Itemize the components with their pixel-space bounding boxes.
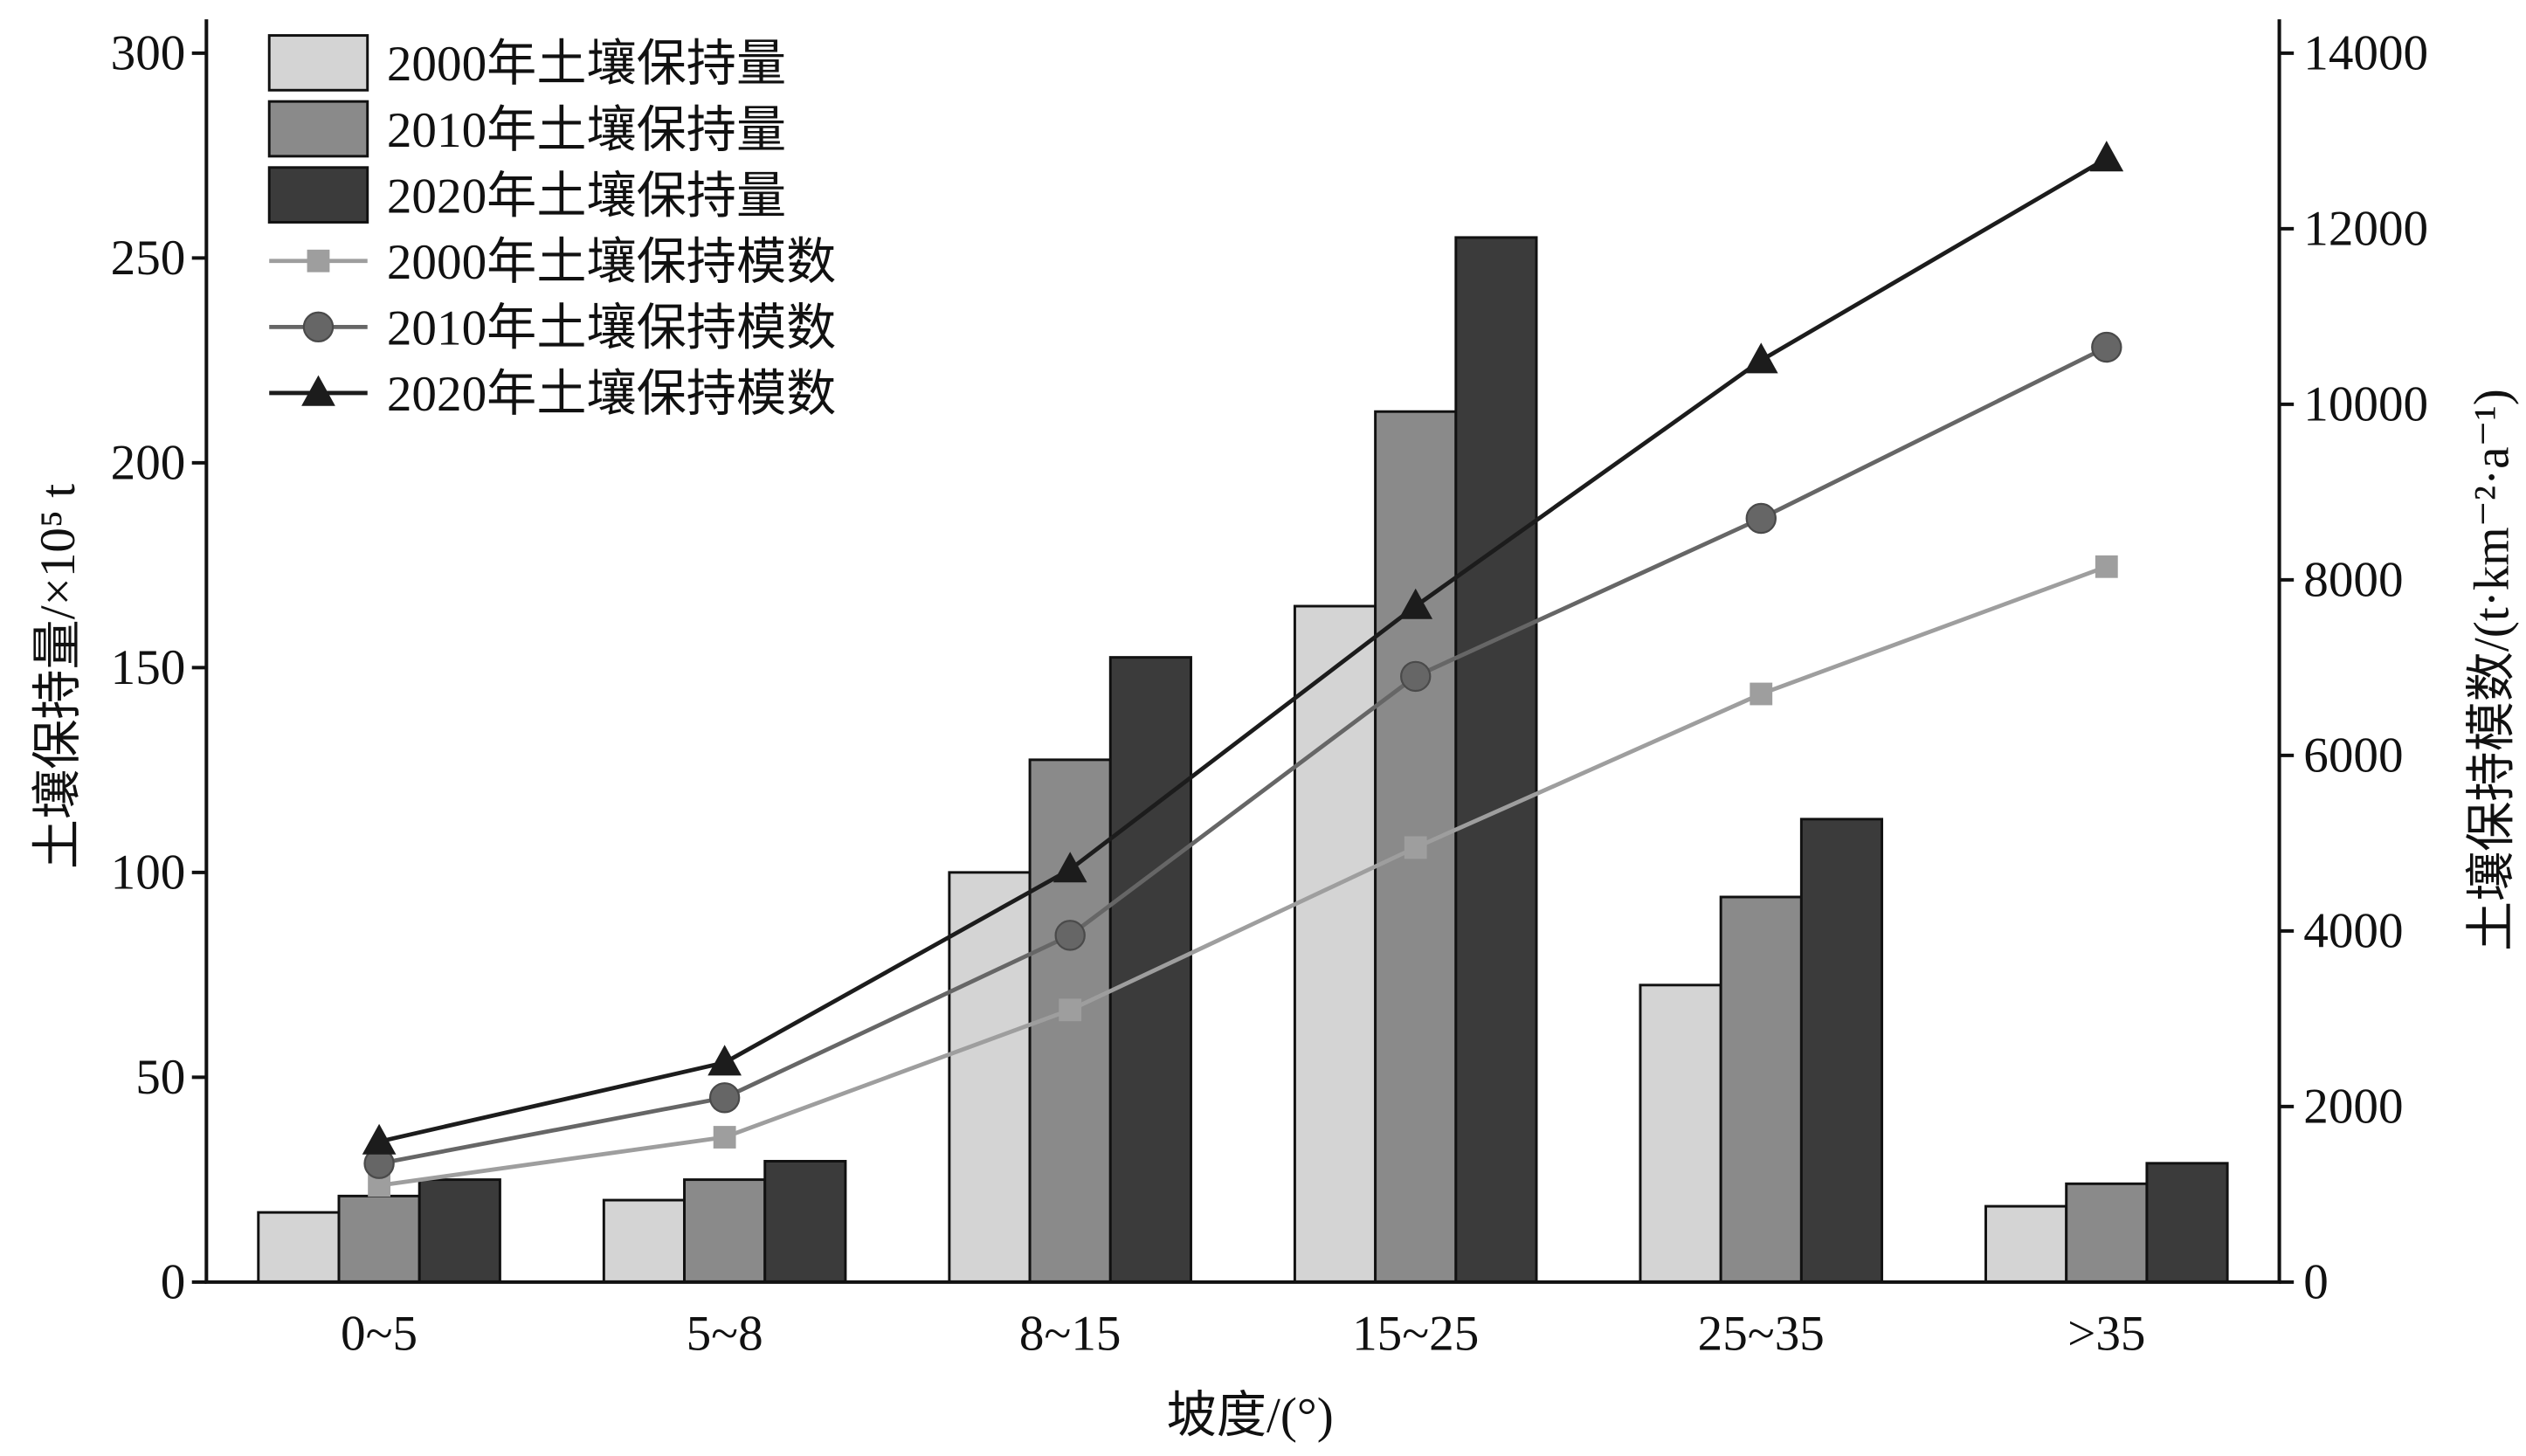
x-tick-label: 8~15: [1019, 1306, 1122, 1361]
point-series-3-cat-3: [1404, 836, 1427, 859]
bar-series-2-cat-0: [418, 1178, 501, 1284]
legend-swatch: [267, 100, 369, 158]
bar-series-0-cat-3: [1293, 604, 1377, 1284]
legend-square-marker: [307, 249, 330, 273]
point-series-3-cat-2: [1059, 998, 1082, 1022]
point-series-4-cat-5: [2091, 331, 2122, 363]
bar-series-1-cat-0: [337, 1194, 421, 1284]
x-axis-label: 坡度/(°): [1167, 1388, 1334, 1443]
point-series-4-cat-4: [1745, 502, 1777, 535]
x-tick-label: 0~5: [341, 1306, 418, 1361]
legend-label: 2020年土壤保持模数: [387, 367, 836, 422]
point-series-5-cat-1: [707, 1045, 742, 1076]
y-tick-label: 250: [111, 231, 186, 286]
y2-tick-label: 12000: [2303, 201, 2428, 256]
bar-series-0-cat-2: [948, 871, 1032, 1284]
point-series-5-cat-5: [2089, 141, 2124, 172]
x-tick-label: >35: [2067, 1306, 2145, 1361]
y-tick-label: 0: [161, 1254, 186, 1309]
legend-label: 2010年土壤保持模数: [387, 301, 836, 356]
bar-series-1-cat-1: [683, 1178, 767, 1284]
legend-swatch: [267, 34, 369, 92]
y2-tick-label: 0: [2303, 1254, 2329, 1309]
bar-series-1-cat-5: [2065, 1182, 2149, 1284]
point-series-4-cat-2: [1054, 920, 1086, 951]
x-tick-label: 25~35: [1698, 1306, 1825, 1361]
axes-layer: 0 50 100 150 200 250 300 0 2000 4000 6000 8000 10000…: [111, 19, 2428, 1361]
line-layer: [362, 141, 2124, 1197]
bar-series-0-cat-0: [257, 1211, 341, 1284]
point-series-3-cat-1: [713, 1126, 736, 1149]
line-series-4: [378, 345, 2108, 1166]
y-tick-label: 150: [111, 640, 186, 695]
bar-series-2-cat-4: [1799, 818, 1884, 1284]
x-tick-label: 5~8: [687, 1306, 763, 1361]
point-series-5-cat-0: [362, 1123, 397, 1155]
legend-circle-marker: [302, 311, 335, 343]
y2-tick-label: 14000: [2303, 25, 2428, 80]
legend-label: 2010年土壤保持量: [387, 103, 786, 158]
point-series-5-cat-4: [1743, 342, 1778, 374]
legend-label: 2000年土壤保持量: [387, 37, 786, 92]
bar-series-0-cat-4: [1639, 983, 1722, 1284]
bar-series-0-cat-1: [602, 1198, 687, 1284]
y2-tick-label: 10000: [2303, 376, 2428, 431]
bar-series-2-cat-3: [1454, 236, 1538, 1284]
point-series-3-cat-5: [2095, 555, 2118, 578]
bar-series-2-cat-2: [1108, 656, 1192, 1284]
legend-item-0: 2000年土壤保持量: [267, 34, 786, 92]
y-tick-label: 300: [111, 25, 186, 80]
y-tick-label: 100: [111, 845, 186, 900]
legend-label: 2020年土壤保持量: [387, 169, 786, 224]
x-tick-label: 15~25: [1352, 1306, 1479, 1361]
bar-series-2-cat-5: [2145, 1162, 2229, 1284]
line-series-5: [378, 156, 2108, 1144]
y2-axis-label: 土壤保持模数/(t·km⁻²·a⁻¹): [2464, 389, 2519, 951]
y-tick-label: 200: [111, 435, 186, 490]
legend-item-5: 2020年土壤保持模数: [269, 367, 836, 422]
y-tick-label: 50: [135, 1050, 185, 1105]
legend: 2000年土壤保持量 2010年土壤保持量 2020年土壤保持量 2000年土壤保持模…: [267, 34, 836, 422]
legend-label: 2000年土壤保持模数: [387, 235, 836, 290]
y2-tick-label: 6000: [2303, 728, 2403, 783]
legend-triangle-marker: [301, 375, 335, 406]
y2-tick-label: 2000: [2303, 1079, 2403, 1134]
legend-item-3: 2000年土壤保持模数: [269, 235, 836, 290]
point-series-3-cat-4: [1750, 682, 1773, 706]
legend-swatch: [267, 166, 369, 224]
bar-series-1-cat-4: [1719, 895, 1803, 1284]
bar-layer: [257, 236, 2229, 1284]
y2-tick-label: 8000: [2303, 552, 2403, 607]
legend-item-2: 2020年土壤保持量: [267, 166, 786, 224]
legend-item-4: 2010年土壤保持模数: [269, 301, 836, 356]
bar-series-2-cat-1: [763, 1160, 847, 1284]
legend-item-1: 2010年土壤保持量: [267, 100, 786, 158]
line-series-3: [378, 564, 2108, 1188]
point-series-5-cat-3: [1398, 588, 1433, 619]
point-series-5-cat-2: [1052, 852, 1087, 883]
bar-series-0-cat-5: [1984, 1204, 2068, 1284]
y-axis-label: 土壤保持量/×10⁵ t: [31, 484, 86, 869]
point-series-4-cat-3: [1400, 660, 1432, 693]
point-series-4-cat-1: [708, 1082, 741, 1114]
y2-tick-label: 4000: [2303, 903, 2403, 958]
